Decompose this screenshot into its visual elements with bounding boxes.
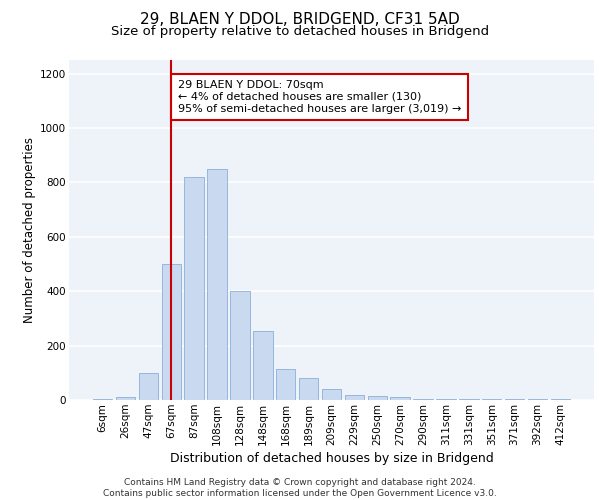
Bar xyxy=(528,398,547,400)
Bar xyxy=(322,389,341,400)
Text: Size of property relative to detached houses in Bridgend: Size of property relative to detached ho… xyxy=(111,25,489,38)
Bar xyxy=(368,396,387,400)
Text: 29 BLAEN Y DDOL: 70sqm
← 4% of detached houses are smaller (130)
95% of semi-det: 29 BLAEN Y DDOL: 70sqm ← 4% of detached … xyxy=(178,80,461,114)
Y-axis label: Number of detached properties: Number of detached properties xyxy=(23,137,36,323)
Text: 29, BLAEN Y DDOL, BRIDGEND, CF31 5AD: 29, BLAEN Y DDOL, BRIDGEND, CF31 5AD xyxy=(140,12,460,28)
Bar xyxy=(482,398,502,400)
Bar xyxy=(344,394,364,400)
Bar xyxy=(505,398,524,400)
Bar xyxy=(230,291,250,400)
Bar xyxy=(551,398,570,400)
Bar xyxy=(459,398,479,400)
Bar xyxy=(436,398,455,400)
Bar xyxy=(299,378,319,400)
Bar xyxy=(139,373,158,400)
Bar xyxy=(116,398,135,400)
Bar xyxy=(276,368,295,400)
Bar xyxy=(93,398,112,400)
X-axis label: Distribution of detached houses by size in Bridgend: Distribution of detached houses by size … xyxy=(170,452,493,465)
Bar xyxy=(413,398,433,400)
Bar xyxy=(184,177,204,400)
Bar xyxy=(208,169,227,400)
Bar xyxy=(253,330,272,400)
Text: Contains HM Land Registry data © Crown copyright and database right 2024.
Contai: Contains HM Land Registry data © Crown c… xyxy=(103,478,497,498)
Bar xyxy=(391,398,410,400)
Bar xyxy=(161,264,181,400)
